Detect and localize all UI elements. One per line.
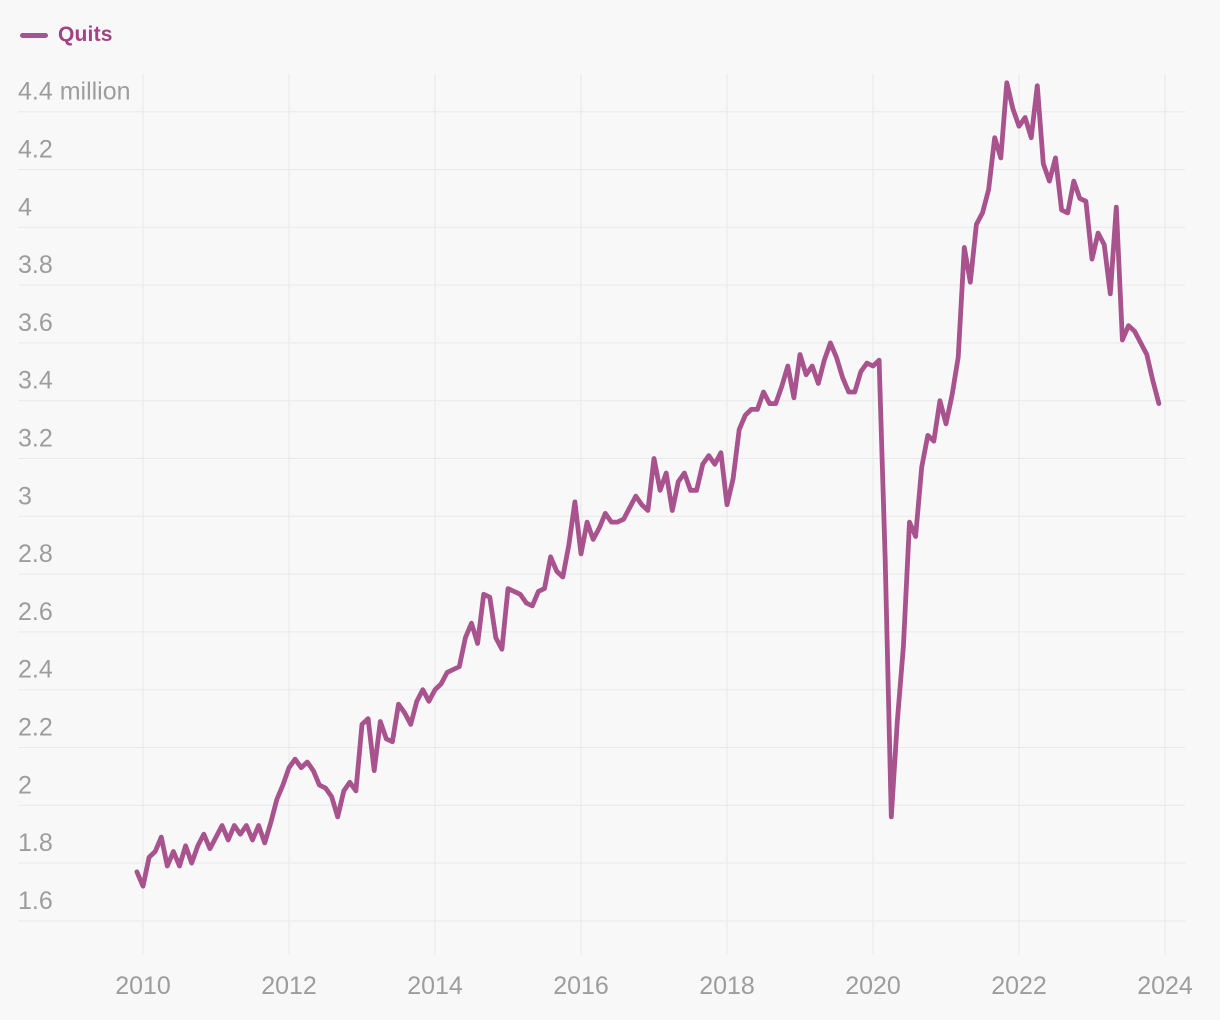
x-axis-tick-label: 2024 (1137, 972, 1193, 1000)
x-axis-tick-label: 2014 (407, 972, 463, 1000)
x-axis-tick-label: 2020 (845, 972, 901, 1000)
y-axis-tick-label: 1.8 (18, 829, 53, 857)
x-axis-tick-label: 2018 (699, 972, 755, 1000)
y-axis-tick-label: 2.4 (18, 656, 53, 684)
y-axis-tick-label: 3.2 (18, 425, 53, 453)
y-axis-tick-label: 4.4 million (18, 78, 131, 106)
y-axis-tick-label: 2 (18, 771, 32, 799)
x-axis-tick-label: 2010 (115, 972, 171, 1000)
y-axis-tick-label: 3.8 (18, 251, 53, 279)
x-axis-tick-label: 2016 (553, 972, 609, 1000)
y-axis-tick-label: 4.2 (18, 136, 53, 164)
y-axis-tick-label: 2.6 (18, 598, 53, 626)
legend-line-swatch (20, 32, 48, 38)
y-axis-tick-label: 2.8 (18, 540, 53, 568)
y-axis-tick-label: 3.6 (18, 309, 53, 337)
quits-series-line (134, 80, 1162, 889)
y-axis-tick-label: 4 (18, 193, 32, 221)
legend: Quits (20, 23, 113, 47)
legend-label: Quits (58, 23, 113, 46)
y-axis-tick-label: 2.2 (18, 714, 53, 742)
y-axis-tick-label: 3.4 (18, 367, 53, 395)
x-axis-tick-label: 2022 (991, 972, 1047, 1000)
y-axis-tick-label: 3 (18, 482, 32, 510)
x-axis-tick-label: 2012 (261, 972, 317, 1000)
y-axis-tick-label: 1.6 (18, 887, 53, 915)
